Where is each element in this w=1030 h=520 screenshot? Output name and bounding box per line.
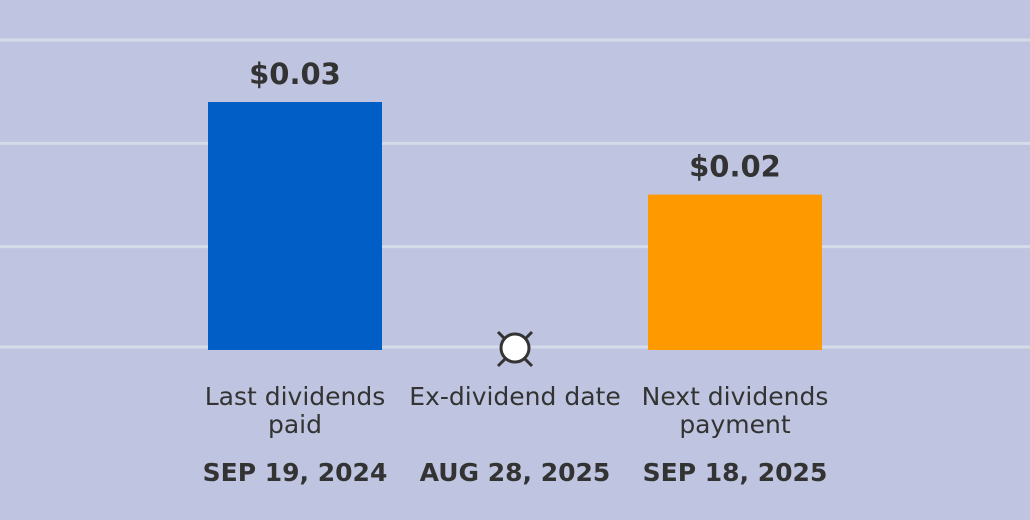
- category-label: Ex-dividend date: [409, 382, 621, 411]
- category-label: Last dividends paid: [204, 382, 386, 439]
- category-label: Next dividends payment: [641, 382, 829, 439]
- bar: [648, 194, 822, 350]
- value-label: $0.03: [249, 57, 341, 91]
- bar: [208, 102, 382, 350]
- date-label: SEP 18, 2025: [642, 458, 828, 487]
- date-label: AUG 28, 2025: [419, 458, 611, 487]
- value-label: $0.02: [689, 150, 781, 184]
- date-label: SEP 19, 2024: [202, 458, 388, 487]
- ex-dividend-marker: [496, 330, 534, 368]
- marker-part: [499, 332, 531, 364]
